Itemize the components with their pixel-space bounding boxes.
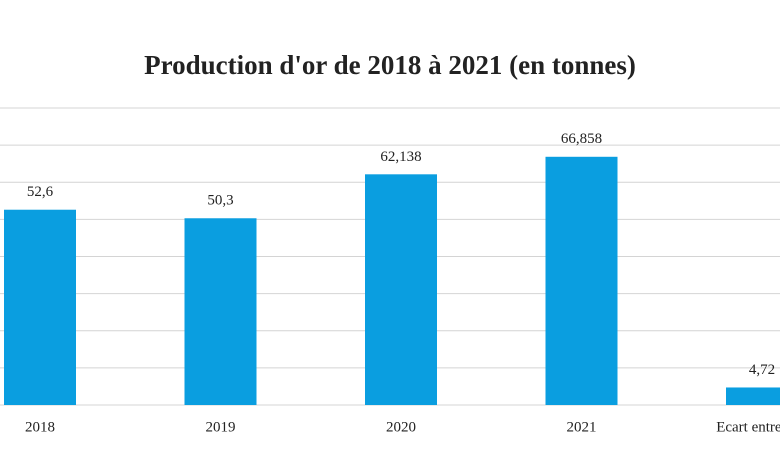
value-label: 62,138: [380, 149, 421, 165]
x-tick-label: 2021: [567, 419, 597, 435]
x-tick-label: Ecart entre 202: [716, 419, 780, 435]
x-tick-label: 2020: [386, 419, 416, 435]
value-label: 52,6: [27, 184, 54, 200]
bar: [4, 209, 76, 405]
x-tick-label: 2019: [206, 419, 236, 435]
bar: [545, 156, 618, 405]
chart-title: Production d'or de 2018 à 2021 (en tonne…: [144, 50, 636, 80]
value-label: 50,3: [207, 193, 233, 209]
bar: [184, 218, 257, 405]
bar: [726, 387, 780, 405]
value-label: 66,858: [561, 131, 602, 147]
value-label: 4,72: [749, 362, 775, 378]
bar: [365, 174, 437, 405]
x-tick-label: 2018: [25, 419, 55, 435]
